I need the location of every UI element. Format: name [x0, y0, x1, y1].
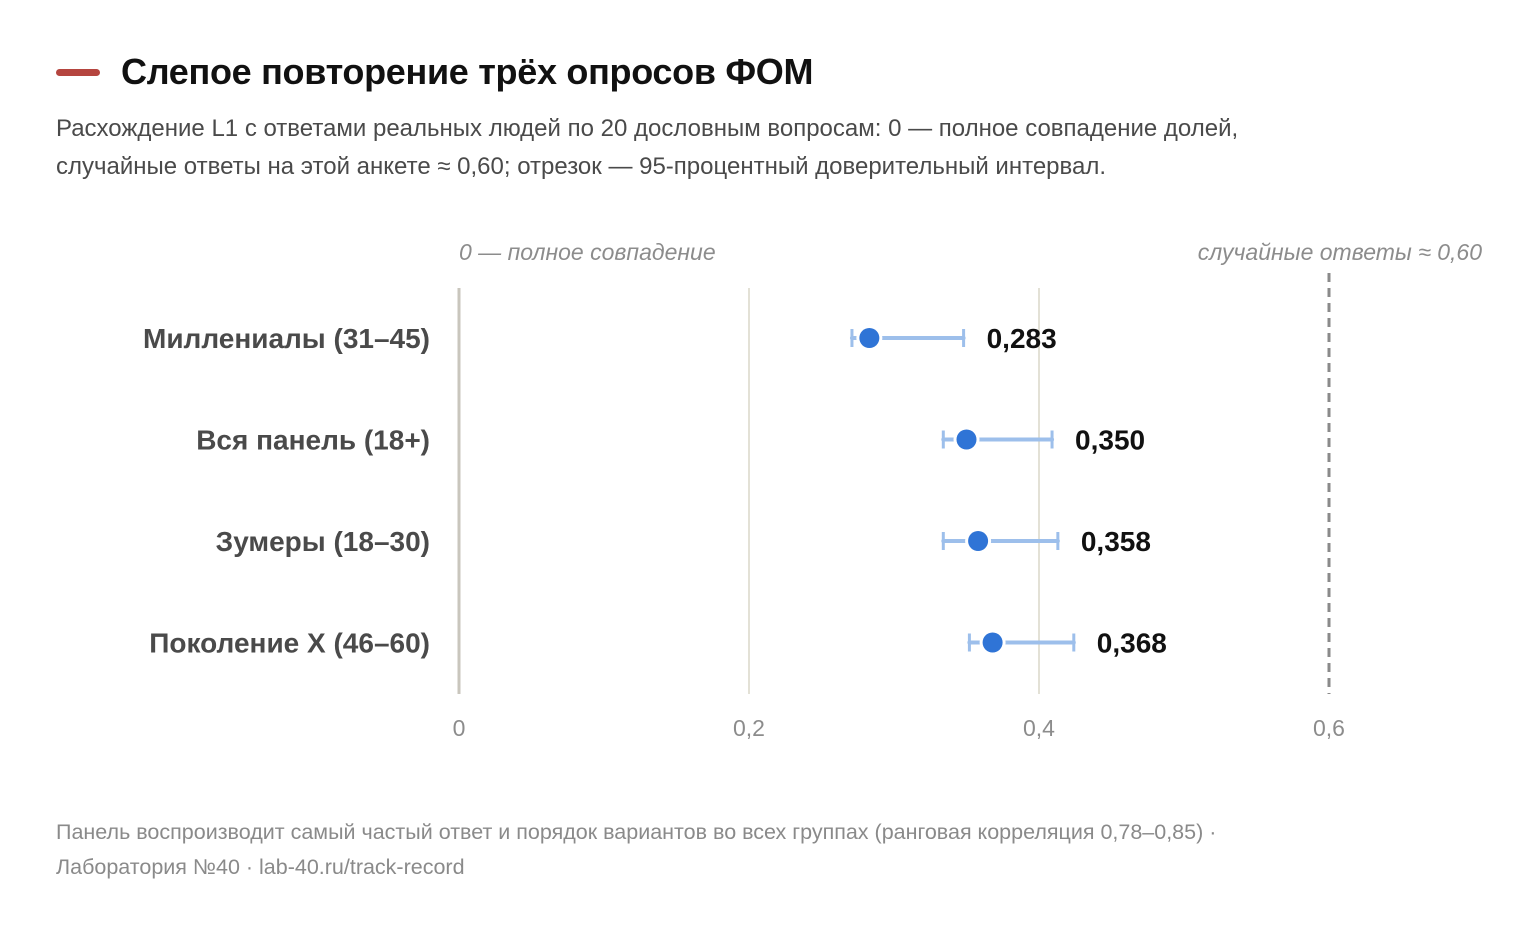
data-row: Миллениалы (31–45) 0,283 [143, 323, 1057, 354]
x-axis-ticks: 0 0,2 0,4 0,6 [453, 715, 1345, 741]
data-row: Зумеры (18–30) 0,358 [216, 526, 1151, 557]
title-row: Слепое повторение трёх опросов ФОМ [56, 50, 1496, 94]
x-tick-label: 0,4 [1023, 715, 1055, 741]
annotation-layer: 0 — полное совпадение случайные ответы ≈… [459, 239, 1482, 265]
data-row: Поколение X (46–60) 0,368 [149, 628, 1167, 659]
subtitle-line-1: Расхождение L1 с ответами реальных людей… [56, 115, 1239, 142]
dot-plot-chart: 0 — полное совпадение случайные ответы ≈… [143, 239, 1482, 741]
value-label: 0,368 [1097, 628, 1167, 659]
category-label: Зумеры (18–30) [216, 526, 430, 557]
footer-note: Панель воспроизводит самый частый ответ … [56, 815, 1476, 885]
grid-layer [457, 273, 1331, 694]
category-label: Поколение X (46–60) [149, 628, 430, 659]
x-tick-label: 0,6 [1313, 715, 1345, 741]
x-tick-label: 0,2 [733, 715, 765, 741]
data-point [982, 632, 1003, 653]
data-row: Вся панель (18+) 0,350 [196, 425, 1145, 456]
chart-header: Слепое повторение трёх опросов ФОМ Расхо… [56, 50, 1496, 186]
annotation-left: 0 — полное совпадение [459, 239, 716, 265]
value-label: 0,283 [987, 323, 1057, 354]
x-tick-label: 0 [453, 715, 466, 741]
chart-subtitle: Расхождение L1 с ответами реальных людей… [56, 110, 1496, 186]
value-label: 0,358 [1081, 526, 1151, 557]
chart-title: Слепое повторение трёх опросов ФОМ [121, 51, 814, 92]
annotation-right: случайные ответы ≈ 0,60 [1198, 239, 1482, 265]
footer-line-2: Лаборатория №40 · lab-40.ru/track-record [56, 855, 465, 879]
category-label: Вся панель (18+) [196, 425, 430, 456]
data-point [968, 531, 989, 551]
footer-line-1: Панель воспроизводит самый частый ответ … [56, 820, 1217, 844]
data-point [859, 328, 880, 348]
subtitle-line-2: случайные ответы на этой анкете ≈ 0,60; … [56, 153, 1107, 180]
value-label: 0,350 [1075, 425, 1145, 456]
category-label: Миллениалы (31–45) [143, 323, 430, 354]
data-point [956, 429, 977, 450]
accent-bar [56, 68, 100, 76]
data-rows: Миллениалы (31–45) 0,283 Вся панель (18+) 0… [143, 323, 1167, 659]
